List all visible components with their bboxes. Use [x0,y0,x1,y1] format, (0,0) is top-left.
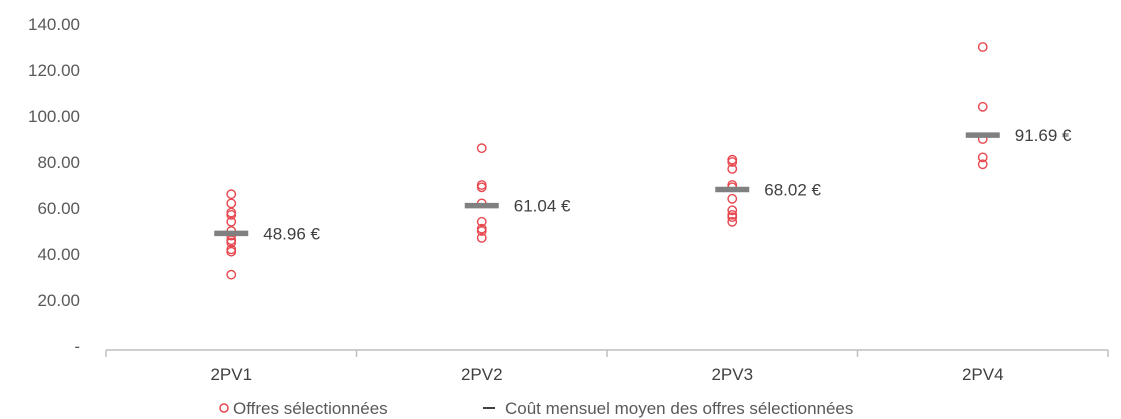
y-tick-label: 20.00 [37,291,80,310]
y-tick-label: 100.00 [28,107,80,126]
data-point [977,101,988,112]
y-tick-label: 60.00 [37,199,80,218]
y-tick-label: 80.00 [37,153,80,172]
data-point [977,42,988,52]
x-tick-label: 2PV4 [962,365,1004,384]
data-point [727,193,738,204]
data-point [226,246,237,257]
data-point [226,189,237,200]
data-point [727,157,738,167]
scatter-points [226,42,988,280]
data-point [226,209,237,220]
y-tick-label: 40.00 [37,245,80,264]
mean-data-label: 61.04 € [514,197,571,216]
data-labels: 48.96 € 61.04 € 68.02 € 91.69 € [263,126,1072,243]
y-tick-label: 140.00 [28,15,80,34]
mean-data-label: 68.02 € [764,181,821,200]
data-point [727,205,738,216]
data-point [476,232,487,243]
data-point [476,226,487,236]
data-point [226,237,237,248]
mean-data-label: 91.69 € [1015,126,1072,145]
data-point [226,198,237,209]
x-axis: 2PV1 2PV2 2PV3 2PV4 [105,349,1109,384]
y-axis: - 20.00 40.00 60.00 80.00 100.00 120.00 140.00 [28,15,80,356]
data-point [476,182,487,193]
mean-markers [214,132,1000,237]
data-point [977,159,988,170]
x-tick-label: 2PV1 [210,365,252,384]
x-tick-label: 2PV3 [711,365,753,384]
y-tick-label: - [74,337,80,356]
x-tick-label: 2PV2 [461,365,503,384]
legend-label-cout-moyen: Coût mensuel moyen des offres sélectionn… [505,399,853,418]
data-point [727,163,738,174]
data-point [226,269,237,280]
legend-circle-marker [219,403,229,413]
y-tick-label: 120.00 [28,61,80,80]
legend-label-offres: Offres sélectionnées [233,399,388,418]
data-point [226,216,237,227]
data-point [476,216,487,227]
data-point [727,212,738,223]
mean-data-label: 48.96 € [263,224,320,243]
legend: Offres sélectionnées Coût mensuel moyen … [219,399,853,418]
data-point [727,216,738,227]
data-point [977,152,988,163]
data-point [476,143,487,154]
